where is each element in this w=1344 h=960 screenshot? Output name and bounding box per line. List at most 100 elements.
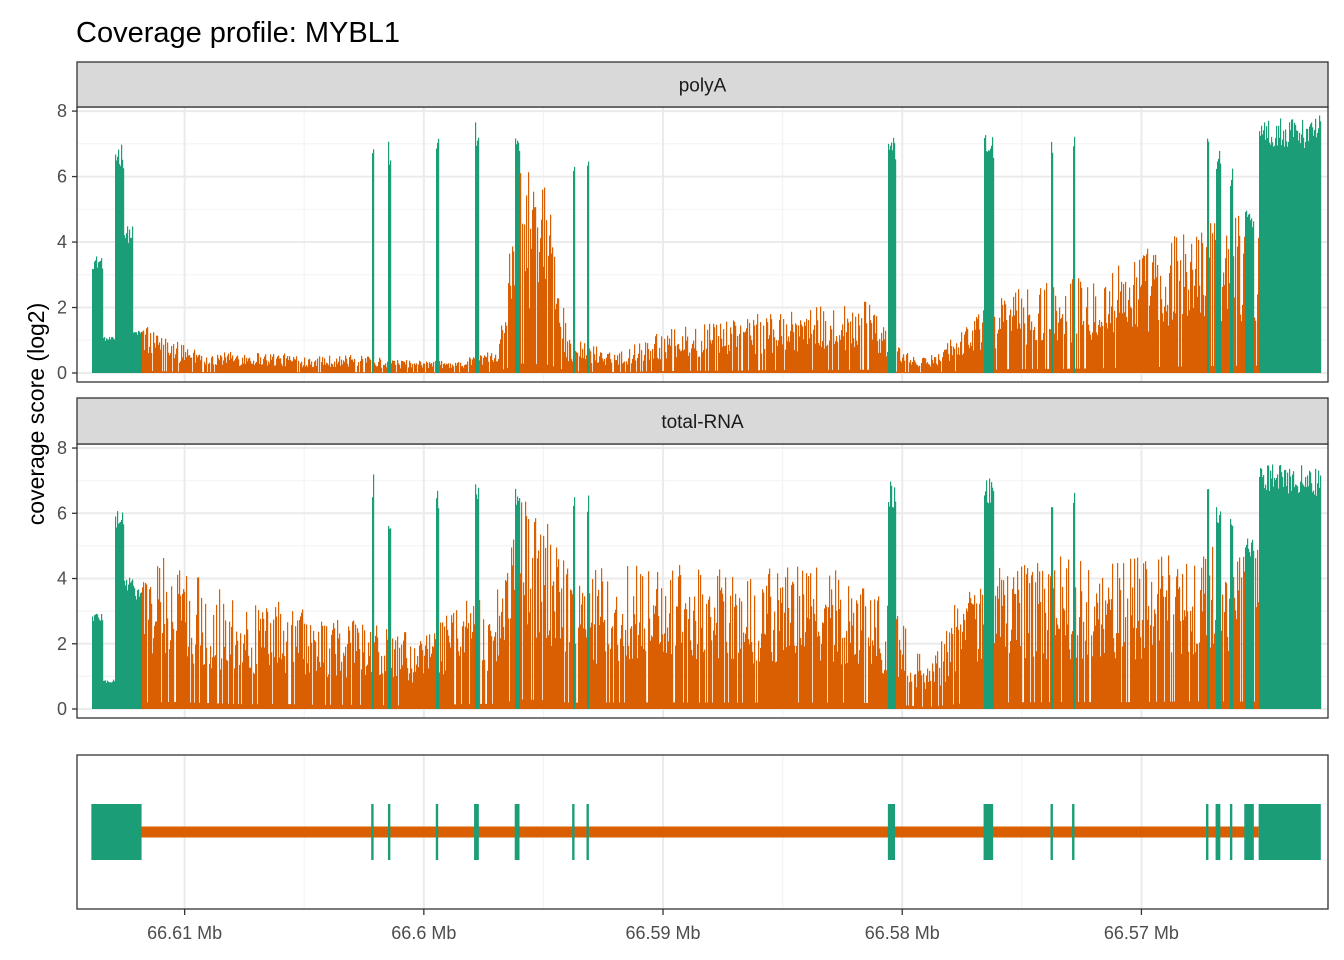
intron-coverage-bar	[396, 372, 398, 374]
exon-coverage-bar	[1295, 484, 1297, 709]
exon-coverage-bar	[1281, 472, 1283, 709]
intron-coverage-bar	[752, 651, 754, 709]
intron-coverage-bar	[1019, 602, 1021, 709]
intron-coverage-bar	[295, 359, 297, 373]
intron-coverage-bar	[643, 360, 645, 373]
intron-coverage-bar	[1212, 233, 1214, 373]
intron-coverage-bar	[223, 603, 225, 709]
intron-coverage-bar	[849, 369, 851, 373]
intron-coverage-bar	[785, 577, 787, 709]
intron-coverage-bar	[707, 329, 709, 373]
intron-coverage-bar	[1089, 702, 1091, 709]
exon-coverage-bar	[1312, 492, 1314, 709]
intron-coverage-bar	[739, 597, 741, 709]
intron-coverage-bar	[159, 567, 161, 709]
intron-coverage-bar	[878, 596, 880, 709]
intron-coverage-bar	[1157, 594, 1159, 709]
intron-coverage-bar	[701, 341, 703, 373]
intron-coverage-bar	[557, 567, 559, 709]
intron-coverage-bar	[1144, 255, 1146, 373]
intron-coverage-bar	[1106, 322, 1108, 373]
intron-coverage-bar	[757, 702, 759, 709]
intron-coverage-bar	[853, 612, 855, 709]
exon-coverage-bar	[117, 156, 119, 373]
exon-coverage-bar	[132, 226, 134, 373]
intron-coverage-bar	[744, 332, 746, 373]
intron-coverage-bar	[326, 626, 328, 709]
intron-coverage-bar	[403, 361, 405, 373]
intron-coverage-bar	[875, 627, 877, 709]
intron-coverage-bar	[213, 364, 215, 373]
intron-coverage-bar	[540, 238, 542, 373]
intron-coverage-bar	[283, 630, 285, 709]
intron-coverage-bar	[559, 322, 561, 373]
intron-coverage-bar	[445, 364, 447, 373]
intron-coverage-bar	[1042, 339, 1044, 373]
intron-coverage-bar	[211, 357, 213, 373]
intron-coverage-bar	[593, 659, 595, 709]
intron-coverage-bar	[618, 660, 620, 709]
exon-coverage-bar	[1277, 474, 1279, 709]
intron-coverage-bar	[504, 639, 506, 709]
intron-coverage-bar	[278, 601, 280, 709]
exon-coverage-bar	[1305, 476, 1307, 709]
intron-coverage-bar	[1225, 581, 1227, 709]
intron-coverage-bar	[1070, 659, 1072, 709]
intron-coverage-bar	[228, 703, 230, 709]
intron-coverage-bar	[694, 596, 696, 709]
intron-coverage-bar	[994, 643, 996, 709]
intron-coverage-bar	[1060, 556, 1062, 709]
intron-coverage-bar	[312, 367, 314, 373]
intron-coverage-bar	[727, 353, 729, 373]
exon-coverage-bar	[137, 590, 139, 709]
intron-coverage-bar	[238, 704, 240, 709]
intron-coverage-bar	[913, 356, 915, 373]
intron-coverage-bar	[1010, 309, 1012, 373]
intron-coverage-bar	[1257, 549, 1259, 709]
intron-coverage-bar	[938, 354, 940, 373]
exon-coverage-bar	[100, 620, 102, 709]
intron-coverage-bar	[424, 655, 426, 709]
intron-coverage-bar	[793, 583, 795, 709]
intron-coverage-bar	[1258, 602, 1260, 709]
intron-coverage-bar	[155, 347, 157, 373]
exon-coverage-bar	[1261, 125, 1263, 373]
intron-coverage-bar	[922, 706, 924, 709]
intron-coverage-bar	[1081, 591, 1083, 709]
intron-coverage-bar	[683, 350, 685, 373]
intron-coverage-bar	[434, 633, 436, 709]
intron-coverage-bar	[146, 584, 148, 709]
intron-coverage-bar	[1228, 651, 1230, 709]
intron-coverage-bar	[1170, 701, 1172, 709]
intron-coverage-bar	[934, 357, 936, 373]
intron-coverage-bar	[1241, 321, 1243, 373]
intron-coverage-bar	[882, 340, 884, 373]
intron-coverage-bar	[1012, 588, 1014, 709]
intron-coverage-bar	[748, 639, 750, 709]
intron-coverage-bar	[406, 658, 408, 709]
intron-coverage-bar	[143, 582, 145, 709]
intron-coverage-bar	[1080, 281, 1082, 373]
intron-coverage-bar	[524, 224, 526, 373]
intron-coverage-bar	[688, 619, 690, 709]
intron-coverage-bar	[1108, 314, 1110, 373]
intron-coverage-bar	[1151, 286, 1153, 373]
intron-coverage-bar	[1224, 612, 1226, 709]
y-tick-label: 2	[57, 298, 67, 318]
intron-coverage-bar	[922, 358, 924, 373]
exon-coverage-bar	[991, 145, 993, 373]
exon-coverage-bar	[1319, 487, 1321, 709]
intron-coverage-bar	[151, 352, 153, 373]
intron-coverage-bar	[594, 624, 596, 709]
intron-coverage-bar	[900, 360, 902, 373]
intron-coverage-bar	[206, 357, 208, 373]
intron-coverage-bar	[1027, 289, 1029, 373]
exon-coverage-bar	[98, 262, 100, 373]
exon-coverage-bar	[114, 339, 116, 373]
intron-coverage-bar	[1059, 307, 1061, 373]
intron-coverage-bar	[842, 637, 844, 709]
intron-coverage-bar	[820, 660, 822, 709]
exon-coverage-bar	[1269, 142, 1271, 373]
intron-coverage-bar	[287, 355, 289, 373]
intron-coverage-bar	[271, 652, 273, 709]
